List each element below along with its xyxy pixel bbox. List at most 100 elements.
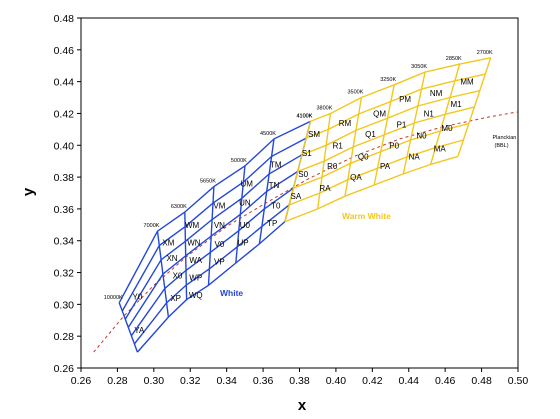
bin-label: UP xyxy=(237,238,248,247)
bin-label: XM xyxy=(162,238,174,247)
cct-label: 3250K xyxy=(380,77,396,83)
bin-label: V0 xyxy=(214,240,224,249)
bin-label: S0 xyxy=(298,170,308,179)
cct-label: 5650K xyxy=(200,179,216,185)
cct-label: 3050K xyxy=(411,64,427,70)
bin-label: TN xyxy=(269,181,280,190)
duv-line xyxy=(124,154,303,320)
bin-label: Y0 xyxy=(133,292,143,301)
bin-label: N0 xyxy=(416,132,427,141)
x-tick-label: 0.34 xyxy=(216,375,237,387)
planckian-label: Planckian xyxy=(493,135,517,141)
bin-label: P0 xyxy=(389,141,399,150)
cct-label: 10000K xyxy=(104,295,123,301)
x-tick-label: 0.36 xyxy=(253,375,274,387)
isotherm-line xyxy=(457,57,492,157)
cct-label: 6300K xyxy=(171,204,187,210)
bin-label: TP xyxy=(267,219,277,228)
duv-line xyxy=(127,170,299,328)
bin-label: UM xyxy=(240,179,253,188)
bin-label: R1 xyxy=(333,141,344,150)
bin-label: WA xyxy=(189,256,202,265)
warm-white-region-label: Warm White xyxy=(342,211,391,221)
x-tick-label: 0.40 xyxy=(326,375,347,387)
x-tick-label: 0.28 xyxy=(107,375,128,387)
x-tick-label: 0.38 xyxy=(289,375,310,387)
x-tick-label: 0.42 xyxy=(362,375,383,387)
y-tick-label: 0.32 xyxy=(54,268,75,280)
cct-label: 3800K xyxy=(317,105,333,111)
duv-line xyxy=(305,73,486,139)
planckian-curve xyxy=(93,111,519,353)
y-tick-label: 0.30 xyxy=(54,299,75,311)
y-tick-label: 0.46 xyxy=(54,45,75,57)
cct-label: 7000K xyxy=(144,223,160,229)
bin-label: MA xyxy=(434,144,447,153)
planckian-label-bbl: (BBL) xyxy=(495,143,509,149)
duv-line xyxy=(288,139,464,206)
planckian-locus: Planckian (BBL) xyxy=(93,111,519,353)
bin-label: QA xyxy=(350,173,362,182)
bin-label: VP xyxy=(214,257,225,266)
bin-label: NM xyxy=(430,89,443,98)
bin-regions xyxy=(118,57,492,353)
x-axis-title: x xyxy=(298,397,307,414)
bin-label: VM xyxy=(213,202,225,211)
white-region-label: White xyxy=(220,288,243,298)
x-tick-label: 0.48 xyxy=(471,375,492,387)
duv-line xyxy=(284,155,459,223)
y-tick-label: 0.38 xyxy=(54,172,75,184)
bin-label: TM xyxy=(270,160,282,169)
bin-label: MM xyxy=(460,78,474,87)
duv-line xyxy=(310,57,491,123)
bin-label: SM xyxy=(308,130,320,139)
bin-label: N1 xyxy=(424,109,435,118)
cct-label: 5000K xyxy=(231,158,247,164)
bin-label: WP xyxy=(189,273,202,282)
bin-label: R0 xyxy=(327,162,338,171)
duv-line xyxy=(297,106,475,173)
bin-label: P1 xyxy=(397,121,407,130)
x-tick-label: 0.44 xyxy=(399,375,420,387)
bin-label: PA xyxy=(380,162,391,171)
y-tick-label: 0.36 xyxy=(54,204,75,216)
duv-line xyxy=(118,120,311,304)
duv-line xyxy=(136,221,286,353)
axes: 0.26 0.28 0.30 0.32 0.34 0.36 0.38 0.40 0.42 0.44… xyxy=(54,13,529,387)
cct-label: 4100K xyxy=(296,113,312,119)
y-axis-title: y xyxy=(20,187,37,196)
cct-label: 4100K xyxy=(296,113,312,119)
bin-label: M0 xyxy=(441,124,453,133)
bin-label: U0 xyxy=(240,221,251,230)
bin-label: WQ xyxy=(189,291,203,300)
cct-label: 2700K xyxy=(477,50,493,56)
duv-line xyxy=(133,204,290,345)
bin-label: WM xyxy=(185,221,200,230)
y-tick-label: 0.26 xyxy=(54,363,75,375)
cct-label: 3500K xyxy=(347,90,363,96)
bin-label: NA xyxy=(409,152,421,161)
bin-label: XP xyxy=(170,294,181,303)
x-tick-label: 0.26 xyxy=(71,375,92,387)
bin-label: XN xyxy=(166,254,177,263)
bin-label: RM xyxy=(339,119,352,128)
bin-label: T0 xyxy=(271,202,281,211)
bin-label: Q1 xyxy=(365,130,376,139)
bin-label: WN xyxy=(187,238,201,247)
bin-label: VN xyxy=(214,221,225,230)
duv-line xyxy=(293,122,469,189)
y-tick-label: 0.40 xyxy=(54,140,75,152)
bin-label: M1 xyxy=(451,100,463,109)
y-tick-label: 0.34 xyxy=(54,236,75,248)
duv-line xyxy=(301,90,480,156)
y-tick-label: 0.44 xyxy=(54,77,75,89)
chart-labels: 10000K 7000K 6300K 5650K 5000K 4500K 4100K YA Y0… xyxy=(104,50,493,335)
bin-label: X0 xyxy=(173,272,183,281)
x-tick-label: 0.46 xyxy=(435,375,456,387)
duv-line xyxy=(121,137,307,312)
bin-label: Q0 xyxy=(358,152,369,161)
bin-label: QM xyxy=(373,109,386,118)
warm-white-region xyxy=(284,57,492,223)
white-region xyxy=(118,120,312,353)
